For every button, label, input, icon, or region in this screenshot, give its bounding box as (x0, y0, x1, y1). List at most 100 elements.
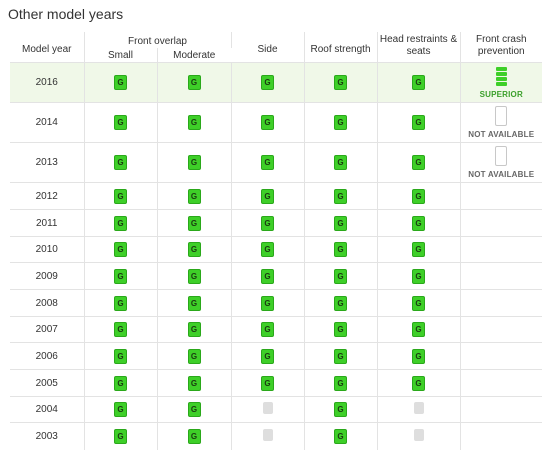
good-rating-icon[interactable]: G (114, 402, 127, 417)
model-year-cell: 2013 (10, 142, 85, 183)
good-rating-icon[interactable]: G (334, 115, 348, 130)
good-rating-icon[interactable]: G (114, 428, 127, 444)
front-crash-prevention-cell (460, 209, 543, 237)
good-rating-icon[interactable]: G (187, 155, 201, 170)
good-rating-icon[interactable]: G (261, 215, 275, 231)
good-rating-icon[interactable]: G (261, 188, 275, 204)
good-rating-icon[interactable]: G (412, 75, 426, 90)
good-rating-icon[interactable]: G (334, 155, 348, 170)
good-rating-icon[interactable]: G (261, 295, 275, 311)
good-rating-icon[interactable]: G (114, 375, 127, 391)
front-crash-prevention-cell (460, 423, 542, 450)
good-rating-icon[interactable]: G (187, 268, 201, 284)
good-rating-icon[interactable]: G (412, 115, 426, 130)
good-rating-icon[interactable]: G (261, 268, 275, 284)
table-row: 2013 G G G G G NOT AVAILABLE (10, 142, 543, 183)
good-rating-icon[interactable]: G (261, 155, 275, 170)
good-rating-icon[interactable]: G (187, 402, 201, 417)
front-crash-prevention-cell (460, 289, 543, 317)
good-rating-icon[interactable]: G (412, 188, 426, 204)
table-row: 2011 G G G G G (10, 209, 543, 237)
good-rating-icon[interactable]: G (334, 402, 348, 417)
front-crash-prevention-cell (460, 262, 543, 290)
good-rating-icon[interactable]: G (187, 75, 201, 90)
not-rated-icon (413, 428, 424, 441)
front-crash-prevention-cell (460, 236, 543, 263)
table-row: 2003 G G G (10, 422, 542, 450)
good-rating-icon[interactable]: G (114, 268, 127, 284)
rating-cell-small: G (84, 316, 158, 343)
table-row: 2004 G G G (10, 396, 543, 423)
good-rating-icon[interactable]: G (114, 295, 127, 311)
model-year-cell: 2011 (10, 209, 85, 237)
not-available-label: NOT AVAILABLE (468, 130, 535, 139)
good-rating-icon[interactable]: G (412, 348, 426, 364)
good-rating-icon[interactable]: G (187, 348, 201, 364)
rating-cell-moderate: G (157, 316, 232, 343)
not-rated-icon (262, 402, 273, 414)
rating-cell-head: G (377, 342, 461, 370)
good-rating-icon[interactable]: G (334, 348, 348, 364)
rating-cell-moderate: G (157, 236, 232, 263)
good-rating-icon[interactable]: G (412, 215, 426, 231)
good-rating-icon[interactable]: G (187, 188, 201, 204)
rating-cell-side: G (231, 262, 305, 290)
good-rating-icon[interactable]: G (334, 75, 348, 90)
good-rating-icon[interactable]: G (114, 75, 127, 90)
front-crash-prevention-cell: SUPERIOR (460, 62, 543, 103)
good-rating-icon[interactable]: G (334, 295, 348, 311)
good-rating-icon[interactable]: G (334, 268, 348, 284)
good-rating-icon[interactable]: G (412, 268, 426, 284)
good-rating-icon[interactable]: G (187, 242, 201, 257)
table-row: 2008 G G G G G (10, 289, 543, 317)
good-rating-icon[interactable]: G (261, 75, 275, 90)
good-rating-icon[interactable]: G (114, 242, 127, 257)
good-rating-icon[interactable]: G (334, 188, 348, 204)
good-rating-icon[interactable]: G (261, 375, 275, 391)
good-rating-icon[interactable]: G (114, 322, 127, 337)
good-rating-icon[interactable]: G (412, 322, 426, 337)
good-rating-icon[interactable]: G (187, 375, 201, 391)
rating-cell-roof: G (304, 182, 378, 210)
good-rating-icon[interactable]: G (412, 295, 426, 311)
rating-cell-small: G (84, 209, 158, 237)
good-rating-icon[interactable]: G (412, 375, 426, 391)
table-row: 2006 G G G G G (10, 342, 543, 370)
good-rating-icon[interactable]: G (187, 322, 201, 337)
rating-cell-roof: G (304, 62, 378, 103)
good-rating-icon[interactable]: G (114, 215, 127, 231)
good-rating-icon[interactable]: G (114, 188, 127, 204)
fcp-rating[interactable]: SUPERIOR (461, 66, 543, 99)
good-rating-icon[interactable]: G (187, 115, 201, 130)
good-rating-icon[interactable]: G (412, 155, 426, 170)
not-rated-icon (413, 402, 424, 414)
good-rating-icon[interactable]: G (334, 375, 348, 391)
good-rating-icon[interactable]: G (334, 215, 348, 231)
rating-cell-small: G (84, 236, 158, 263)
good-rating-icon[interactable]: G (187, 215, 201, 231)
rating-cell-roof: G (304, 262, 378, 290)
fcp-rating[interactable]: NOT AVAILABLE (461, 106, 543, 139)
col-header-side: Side (231, 32, 305, 63)
front-crash-prevention-cell: NOT AVAILABLE (460, 102, 543, 143)
good-rating-icon[interactable]: G (261, 115, 275, 130)
good-rating-icon[interactable]: G (261, 348, 275, 364)
col-header-small: Small (84, 48, 158, 63)
fcp-rating[interactable]: NOT AVAILABLE (461, 146, 543, 179)
table-row: 2012 G G G G G (10, 182, 543, 210)
good-rating-icon[interactable]: G (187, 295, 201, 311)
good-rating-icon[interactable]: G (334, 428, 348, 444)
col-header-front-overlap: Front overlap (84, 32, 232, 48)
good-rating-icon[interactable]: G (187, 428, 201, 444)
good-rating-icon[interactable]: G (261, 322, 275, 337)
good-rating-icon[interactable]: G (114, 115, 127, 130)
good-rating-icon[interactable]: G (412, 242, 426, 257)
good-rating-icon[interactable]: G (114, 155, 127, 170)
model-year-cell: 2012 (10, 182, 85, 210)
good-rating-icon[interactable]: G (261, 242, 275, 257)
good-rating-icon[interactable]: G (114, 348, 127, 364)
rating-cell-side: G (231, 102, 305, 143)
good-rating-icon[interactable]: G (334, 242, 348, 257)
good-rating-icon[interactable]: G (334, 322, 348, 337)
not-available-icon (495, 146, 508, 166)
